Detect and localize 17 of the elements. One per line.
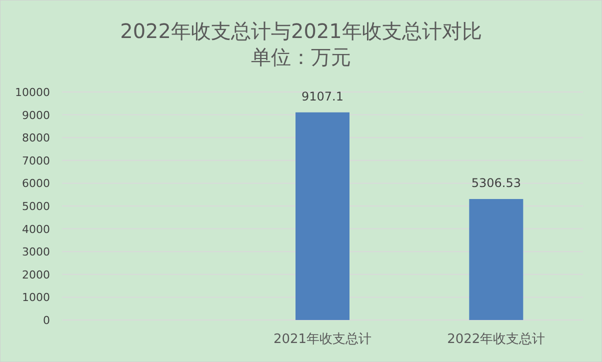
data-label: 5306.53 xyxy=(471,176,521,190)
y-tick-label: 0 xyxy=(43,314,50,327)
x-tick-label: 2022年收支总计 xyxy=(447,332,546,347)
data-label: 9107.1 xyxy=(302,89,344,104)
y-tick-label: 9000 xyxy=(22,108,50,122)
y-tick-label: 6000 xyxy=(22,177,50,190)
y-tick-label: 8000 xyxy=(22,132,50,145)
y-tick-label: 4000 xyxy=(22,222,50,236)
y-tick-label: 3000 xyxy=(22,246,50,259)
chart-subtitle: 单位：万元 xyxy=(251,45,351,69)
y-tick-label: 1000 xyxy=(22,291,50,304)
y-tick-label: 2000 xyxy=(22,268,50,282)
x-tick-label: 2021年收支总计 xyxy=(273,332,372,347)
y-tick-label: 10000 xyxy=(15,86,50,99)
chart-title: 2022年收支总计与2021年收支总计对比 xyxy=(120,19,482,43)
y-tick-label: 7000 xyxy=(22,154,50,168)
y-tick-label: 5000 xyxy=(22,200,50,213)
